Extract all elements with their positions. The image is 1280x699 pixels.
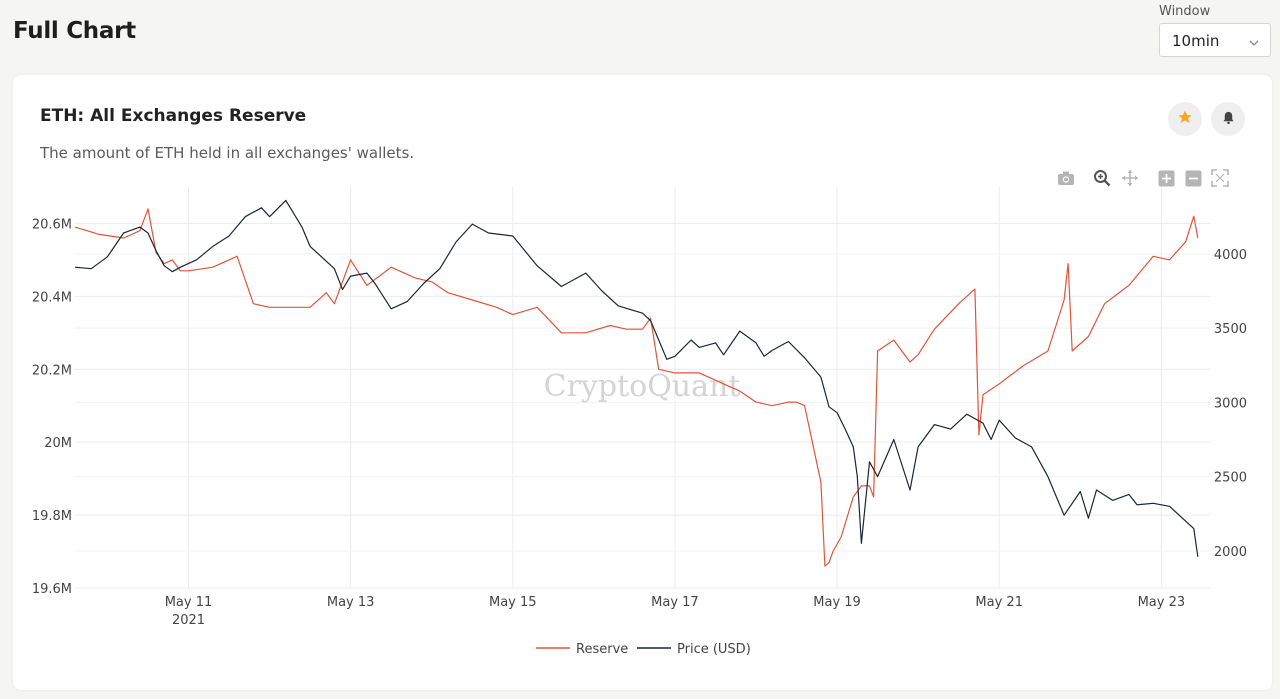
legend-price-label[interactable]: Price (USD) <box>677 642 751 657</box>
y-left-tick-label: 20M <box>44 436 72 451</box>
chart-title: ETH: All Exchanges Reserve <box>40 106 307 126</box>
reserve-series-line[interactable] <box>74 208 1199 567</box>
zoom-icon[interactable] <box>1092 168 1112 188</box>
window-label: Window <box>1159 4 1211 19</box>
x-tick-label: May 21 <box>975 595 1023 610</box>
window-select-value: 10min <box>1172 32 1220 50</box>
y-left-tick-label: 20.4M <box>32 290 72 305</box>
y-right-tick-label: 4000 <box>1214 248 1247 263</box>
legend-reserve-label[interactable]: Reserve <box>576 642 628 657</box>
zoom-out-icon[interactable] <box>1183 168 1203 188</box>
camera-icon[interactable] <box>1056 168 1076 188</box>
chart-description: The amount of ETH held in all exchanges'… <box>40 144 415 162</box>
watermark: CryptoQuant <box>544 369 741 404</box>
bell-icon <box>1221 110 1236 129</box>
y-left-tick-label: 20.2M <box>32 363 72 378</box>
series-layer <box>74 199 1199 567</box>
zoom-in-icon[interactable] <box>1156 168 1176 188</box>
autoscale-icon[interactable] <box>1210 168 1230 188</box>
y-right-tick-label: 3500 <box>1214 322 1247 337</box>
x-tick-label: May 23 <box>1138 595 1186 610</box>
y-left-tick-label: 19.6M <box>32 582 72 597</box>
y-left-tick-label: 19.8M <box>32 509 72 524</box>
favorite-button[interactable] <box>1168 102 1202 136</box>
notification-button[interactable] <box>1211 102 1245 136</box>
y-right-tick-label: 3000 <box>1214 396 1247 411</box>
x-tick-label: May 11 <box>165 595 213 610</box>
page-title: Full Chart <box>13 18 136 44</box>
axes: May 11 2021 May 13 May 15 May 17 May 19 May 21… <box>32 217 1247 628</box>
x-tick-label: May 17 <box>651 595 699 610</box>
x-tick-label: May 13 <box>327 595 375 610</box>
pan-icon[interactable] <box>1120 168 1140 188</box>
y-right-tick-label: 2000 <box>1214 545 1247 560</box>
chevron-down-icon <box>1248 34 1260 53</box>
y-left-tick-label: 20.6M <box>32 217 72 232</box>
grid <box>75 187 1210 589</box>
x-tick-label: May 19 <box>813 595 861 610</box>
legend[interactable]: Reserve Price (USD) <box>536 642 751 657</box>
window-select[interactable]: 10min <box>1159 23 1271 57</box>
x-tick-sublabel: 2021 <box>172 613 205 628</box>
x-tick-label: May 15 <box>489 595 537 610</box>
star-icon <box>1177 109 1193 129</box>
price-series-line[interactable] <box>74 199 1199 557</box>
y-right-tick-label: 2500 <box>1214 471 1247 486</box>
